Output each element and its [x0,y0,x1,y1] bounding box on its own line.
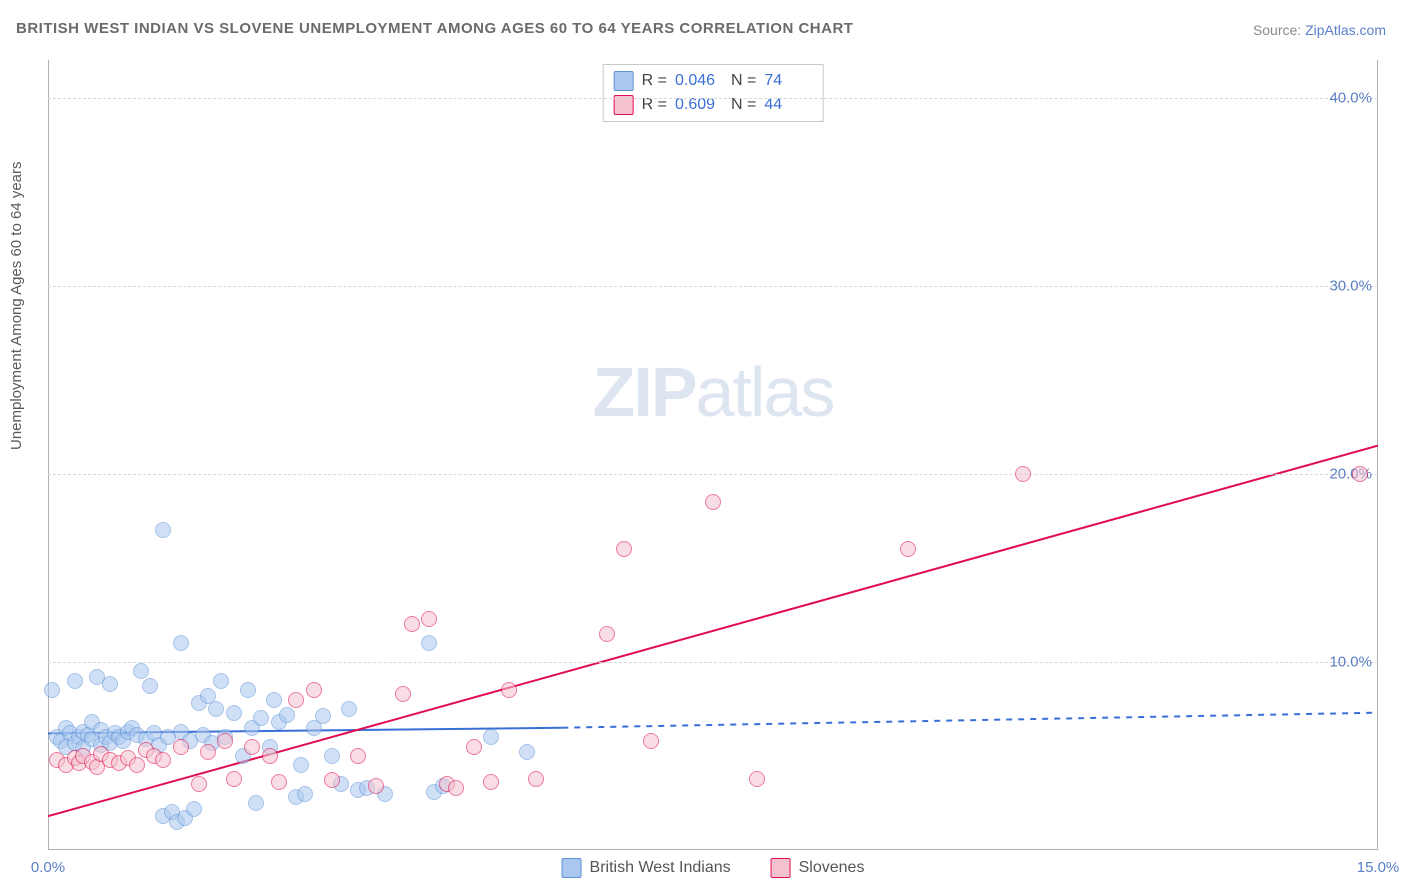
data-point [404,616,420,632]
data-point [315,708,331,724]
y-axis-line [48,60,49,850]
data-point [293,757,309,773]
data-point [253,710,269,726]
y-axis-right-line [1377,60,1378,850]
data-point [324,772,340,788]
data-point [483,774,499,790]
x-axis-line [48,849,1378,850]
data-point [288,692,304,708]
data-point [266,692,282,708]
data-point [279,707,295,723]
data-point [616,541,632,557]
data-point [173,739,189,755]
data-point [248,795,264,811]
stat-n-label: N = [731,72,756,90]
data-point [643,733,659,749]
data-point [350,748,366,764]
stat-r-label: R = [642,72,667,90]
y-tick-label: 10.0% [1329,653,1372,670]
data-point [1015,466,1031,482]
stat-n-value: 74 [764,72,812,90]
data-point [705,494,721,510]
series-swatch [614,71,634,91]
stat-n-label: N = [731,96,756,114]
data-point [67,673,83,689]
stat-r-label: R = [642,96,667,114]
x-tick-label: 0.0% [31,859,65,876]
data-point [306,682,322,698]
data-point [200,744,216,760]
source-link[interactable]: ZipAtlas.com [1305,22,1386,38]
stat-n-value: 44 [764,96,812,114]
gridline [48,474,1378,475]
legend-item: Slovenes [771,858,865,878]
data-point [155,752,171,768]
data-point [191,776,207,792]
series-legend: British West Indians Slovenes [562,858,865,878]
gridline [48,98,1378,99]
stat-r-value: 0.609 [675,96,723,114]
data-point [528,771,544,787]
plot-area: ZIPatlas R =0.046N =74R =0.609N =44 Brit… [48,60,1378,850]
data-point [213,673,229,689]
data-point [173,635,189,651]
data-point [421,611,437,627]
stats-row: R = 0.046 N = 74 [614,69,813,93]
data-point [142,678,158,694]
stats-legend-box: R = 0.046 N = 74 R = 0.609 N = 44 [603,64,824,122]
data-point [226,705,242,721]
data-point [483,729,499,745]
data-point [466,739,482,755]
data-point [262,748,278,764]
data-point [102,676,118,692]
y-tick-label: 30.0% [1329,277,1372,294]
data-point [341,701,357,717]
data-point [186,801,202,817]
legend-swatch [771,858,791,878]
data-point [129,757,145,773]
data-point [900,541,916,557]
data-point [208,701,224,717]
legend-label: Slovenes [799,859,865,877]
data-point [155,522,171,538]
data-point [217,733,233,749]
data-point [297,786,313,802]
source-attribution: Source: ZipAtlas.com [1253,22,1386,38]
stat-r-value: 0.046 [675,72,723,90]
data-point [749,771,765,787]
chart-title: BRITISH WEST INDIAN VS SLOVENE UNEMPLOYM… [16,20,853,37]
gridline [48,286,1378,287]
data-point [599,626,615,642]
legend-swatch [562,858,582,878]
watermark: ZIPatlas [593,352,834,432]
data-point [226,771,242,787]
data-point [44,682,60,698]
gridline [48,662,1378,663]
data-point [133,663,149,679]
data-point [240,682,256,698]
stats-row: R = 0.609 N = 44 [614,93,813,117]
legend-item: British West Indians [562,858,731,878]
chart-container: BRITISH WEST INDIAN VS SLOVENE UNEMPLOYM… [0,0,1406,892]
data-point [244,739,260,755]
data-point [501,682,517,698]
data-point [368,778,384,794]
legend-label: British West Indians [590,859,731,877]
data-point [271,774,287,790]
x-tick-label: 15.0% [1357,859,1400,876]
data-point [421,635,437,651]
data-point [448,780,464,796]
data-point [519,744,535,760]
y-tick-label: 40.0% [1329,89,1372,106]
y-axis-label: Unemployment Among Ages 60 to 64 years [8,161,25,450]
data-point [324,748,340,764]
data-point [395,686,411,702]
data-point [1352,466,1368,482]
